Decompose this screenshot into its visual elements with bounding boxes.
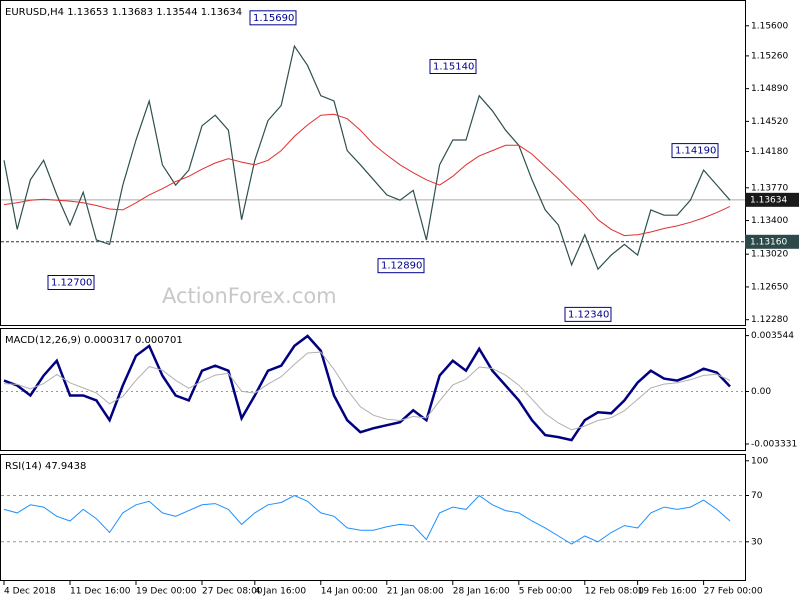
y-tick-label: 0.00 xyxy=(751,387,771,397)
annotation-label: 1.12700 xyxy=(51,278,92,289)
y-tick-label: 70 xyxy=(751,491,763,501)
y-tick-label: 1.14520 xyxy=(751,117,788,127)
y-tick-label: 1.14180 xyxy=(751,147,788,157)
y-tick-label: 1.12280 xyxy=(751,315,788,325)
y-tick-label: 0.003544 xyxy=(751,331,794,341)
price-panel xyxy=(0,0,746,326)
y-tick-label: 1.15600 xyxy=(751,21,788,31)
y-tick-label: 1.13020 xyxy=(751,250,788,260)
series-line xyxy=(3,494,731,545)
panel-title: RSI(14) 47.9438 xyxy=(5,461,86,472)
x-tick-label: 4 Dec 2018 xyxy=(4,587,56,597)
panel-title: EURUSD,H4 1.13653 1.13683 1.13544 1.1363… xyxy=(5,7,242,18)
annotation-box xyxy=(249,10,297,26)
x-tick-label: 11 Dec 16:00 xyxy=(70,587,131,597)
y-tick-label: 1.15260 xyxy=(751,51,788,61)
x-tick-label: 27 Dec 08:00 xyxy=(202,587,263,597)
x-tick-label: 19 Dec 00:00 xyxy=(136,587,197,597)
y-tick-label: -0.003331 xyxy=(751,440,797,450)
x-tick-label: 28 Jan 16:00 xyxy=(453,587,510,597)
y-tick-label: 100 xyxy=(751,456,768,466)
price-tag xyxy=(745,234,799,249)
x-tick-label: 4 Jan 16:00 xyxy=(255,587,307,597)
panel-title: MACD(12,26,9) 0.000317 0.000701 xyxy=(5,335,183,346)
y-tick-label: 1.13770 xyxy=(751,183,788,193)
series-line xyxy=(3,351,731,431)
series-line xyxy=(3,334,731,442)
x-tick-label: 5 Feb 00:00 xyxy=(519,587,573,597)
macd-panel xyxy=(0,328,746,451)
annotation-box xyxy=(564,306,612,322)
annotation-label: 1.15140 xyxy=(433,62,474,73)
series-line xyxy=(3,113,731,237)
annotation-label: 1.15690 xyxy=(253,13,294,24)
x-tick-label: 12 Feb 08:00 xyxy=(585,587,644,597)
price-tag xyxy=(745,192,799,207)
y-tick-label: 1.12650 xyxy=(751,282,788,292)
x-tick-label: 19 Feb 16:00 xyxy=(638,587,697,597)
x-tick-label: 27 Feb 00:00 xyxy=(704,587,763,597)
x-tick-label: 21 Jan 08:00 xyxy=(387,587,444,597)
y-tick-label: 30 xyxy=(751,537,763,547)
y-tick-label: 1.13400 xyxy=(751,216,788,226)
annotation-box xyxy=(429,59,477,75)
rsi-panel xyxy=(0,454,746,581)
annotation-box xyxy=(671,143,719,159)
annotation-label: 1.14190 xyxy=(675,146,716,157)
series-line xyxy=(3,44,731,271)
x-tick-label: 14 Jan 00:00 xyxy=(321,587,378,597)
y-tick-label: 1.14890 xyxy=(751,84,788,94)
annotation-label: 1.12890 xyxy=(381,261,422,272)
annotation-label: 1.12340 xyxy=(568,309,609,320)
annotation-box xyxy=(47,275,95,291)
watermark: ActionForex.com xyxy=(162,284,337,308)
price-tag-label: 1.13160 xyxy=(750,237,787,247)
price-tag-label: 1.13634 xyxy=(750,195,787,205)
annotation-box xyxy=(377,258,425,274)
